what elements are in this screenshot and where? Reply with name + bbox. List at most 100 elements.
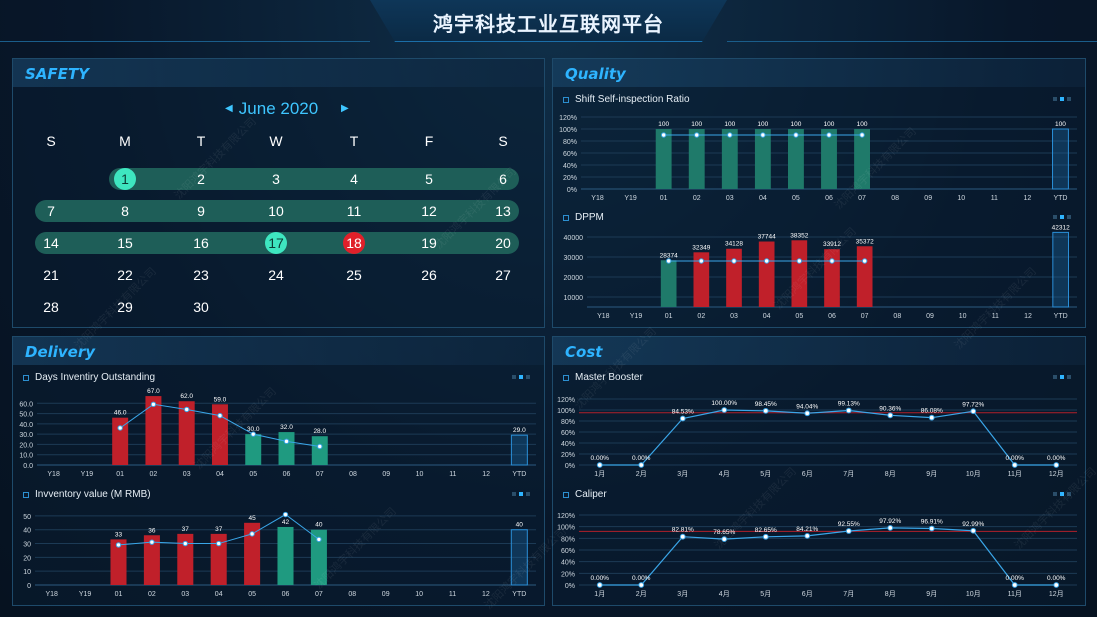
data-point[interactable] xyxy=(845,407,852,414)
calendar-day[interactable]: 26 xyxy=(421,267,437,283)
trend-point[interactable] xyxy=(249,531,255,537)
calendar-day[interactable]: 3 xyxy=(272,171,280,187)
bar[interactable] xyxy=(245,434,262,465)
bar[interactable] xyxy=(1052,128,1069,190)
bar[interactable] xyxy=(1052,231,1070,308)
data-point[interactable] xyxy=(970,408,977,415)
bar[interactable] xyxy=(758,241,775,307)
bar[interactable] xyxy=(510,529,528,586)
bar[interactable] xyxy=(726,248,742,307)
bar[interactable] xyxy=(693,252,710,307)
bar[interactable] xyxy=(110,539,127,585)
calendar-day[interactable]: 21 xyxy=(43,267,59,283)
trend-point[interactable] xyxy=(115,542,122,548)
data-point[interactable] xyxy=(1011,582,1018,588)
pager-dot[interactable] xyxy=(1067,215,1071,219)
data-point[interactable] xyxy=(928,525,935,532)
calendar-day[interactable]: 11 xyxy=(346,203,362,219)
pager-dots[interactable] xyxy=(1053,375,1075,380)
pager-dot[interactable] xyxy=(526,492,530,496)
calendar-day[interactable]: 17 xyxy=(268,235,284,251)
calendar-day[interactable]: 14 xyxy=(43,235,59,251)
bar[interactable] xyxy=(688,129,705,189)
prev-month-icon[interactable]: ◀ xyxy=(225,103,233,114)
bar[interactable] xyxy=(787,129,804,189)
calendar-day[interactable]: 19 xyxy=(421,235,437,251)
trend-point[interactable] xyxy=(182,540,189,547)
calendar-day[interactable]: 1 xyxy=(121,171,129,187)
pager-dots[interactable] xyxy=(1053,97,1075,102)
calendar-day[interactable]: 28 xyxy=(43,299,59,315)
pager-dot[interactable] xyxy=(512,492,516,496)
trend-point[interactable] xyxy=(216,540,222,547)
bar[interactable] xyxy=(143,535,160,585)
pager-dot[interactable] xyxy=(519,375,523,379)
pager-dot[interactable] xyxy=(1067,97,1071,101)
bar[interactable] xyxy=(177,533,194,585)
bar[interactable] xyxy=(660,260,677,307)
pager-dot[interactable] xyxy=(519,492,523,496)
bar[interactable] xyxy=(754,129,771,189)
calendar-day[interactable]: 30 xyxy=(193,299,209,315)
trend-point[interactable] xyxy=(317,443,323,450)
calendar-day[interactable]: 2 xyxy=(197,171,205,187)
bar[interactable] xyxy=(824,249,840,307)
trend-point[interactable] xyxy=(793,132,799,138)
trend-point[interactable] xyxy=(149,539,155,545)
bar[interactable] xyxy=(821,129,837,189)
trend-point[interactable] xyxy=(859,132,865,138)
data-point[interactable] xyxy=(1053,582,1060,588)
pager-dots[interactable] xyxy=(512,375,534,380)
calendar-day[interactable]: 13 xyxy=(495,203,511,219)
bar[interactable] xyxy=(655,129,672,189)
data-point[interactable] xyxy=(679,415,686,422)
trend-point[interactable] xyxy=(760,132,766,138)
trend-point[interactable] xyxy=(763,258,770,264)
calendar-day[interactable]: 25 xyxy=(346,267,362,283)
trend-point[interactable] xyxy=(727,132,733,138)
trend-point[interactable] xyxy=(698,258,705,264)
bar[interactable] xyxy=(210,533,227,585)
bar[interactable] xyxy=(211,404,228,465)
trend-point[interactable] xyxy=(316,536,322,543)
data-point[interactable] xyxy=(845,528,852,534)
pager-dot[interactable] xyxy=(1060,97,1064,101)
bar[interactable] xyxy=(721,129,738,189)
pager-dot[interactable] xyxy=(1067,492,1071,496)
pager-dot[interactable] xyxy=(1060,492,1064,496)
pager-dot[interactable] xyxy=(1067,375,1071,379)
calendar-day[interactable]: 9 xyxy=(197,203,205,219)
calendar-day[interactable]: 10 xyxy=(268,203,284,219)
trend-point[interactable] xyxy=(150,401,157,408)
pager-dot[interactable] xyxy=(526,375,530,379)
data-point[interactable] xyxy=(1053,462,1060,468)
calendar-day[interactable]: 29 xyxy=(117,299,133,315)
bar[interactable] xyxy=(112,417,129,465)
trend-point[interactable] xyxy=(283,438,290,445)
data-point[interactable] xyxy=(721,407,728,413)
pager-dot[interactable] xyxy=(1060,375,1064,379)
data-point[interactable] xyxy=(970,527,977,534)
pager-dot[interactable] xyxy=(1053,215,1057,219)
bar[interactable] xyxy=(311,436,328,465)
pager-dot[interactable] xyxy=(1053,97,1057,101)
pager-dot[interactable] xyxy=(1060,215,1064,219)
trend-point[interactable] xyxy=(731,258,737,264)
trend-point[interactable] xyxy=(250,431,256,437)
data-point[interactable] xyxy=(887,524,894,531)
calendar-day[interactable]: 8 xyxy=(121,203,129,219)
trend-point[interactable] xyxy=(217,412,223,419)
trend-point[interactable] xyxy=(826,132,832,138)
bar[interactable] xyxy=(278,432,295,465)
bar[interactable] xyxy=(244,522,261,585)
data-point[interactable] xyxy=(596,582,603,588)
bar[interactable] xyxy=(178,401,195,465)
pager-dots[interactable] xyxy=(1053,492,1075,497)
calendar-day[interactable]: 23 xyxy=(193,267,209,283)
bar[interactable] xyxy=(854,129,871,189)
data-point[interactable] xyxy=(1011,462,1018,468)
pager-dots[interactable] xyxy=(512,492,534,497)
data-point[interactable] xyxy=(638,462,645,468)
bar[interactable] xyxy=(510,434,528,466)
trend-point[interactable] xyxy=(861,258,868,264)
